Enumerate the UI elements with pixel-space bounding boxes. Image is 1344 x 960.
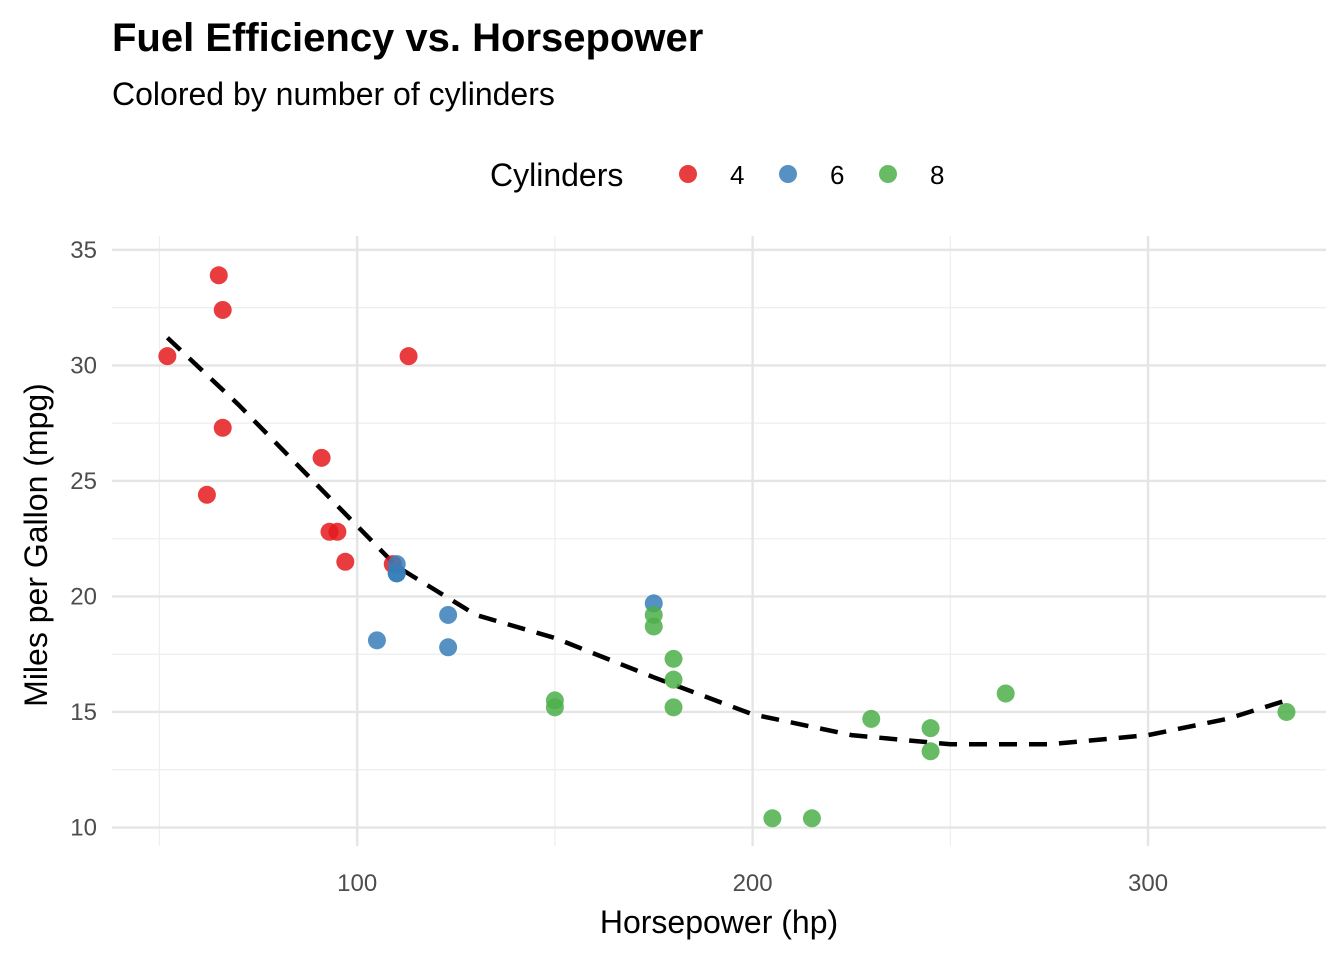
data-point-cyl-6	[367, 631, 386, 650]
y-axis-label: Miles per Gallon (mpg)	[18, 383, 54, 707]
trend-line	[165, 336, 1288, 747]
data-point-cyl-4	[312, 448, 331, 467]
data-point-cyl-4	[328, 522, 347, 541]
major-gridlines	[112, 236, 1326, 846]
x-axis-ticks: 100 200 300	[337, 870, 1168, 897]
x-tick-label: 300	[1128, 870, 1168, 897]
data-point-cyl-8	[921, 742, 940, 761]
legend-swatch-8	[879, 165, 897, 183]
data-point-cyl-4	[158, 347, 177, 366]
data-point-cyl-4	[213, 300, 232, 319]
x-tick-label: 200	[733, 870, 773, 897]
legend-label-6: 6	[830, 160, 844, 190]
y-tick-label: 30	[70, 352, 97, 379]
minor-gridlines	[112, 236, 1326, 846]
data-point-cyl-8	[802, 809, 821, 828]
data-point-cyl-8	[862, 709, 881, 728]
data-point-cyl-8	[664, 649, 683, 668]
data-point-cyl-4	[213, 418, 232, 437]
data-point-cyl-4	[197, 485, 216, 504]
legend-label-8: 8	[930, 160, 944, 190]
data-point-cyl-4	[336, 552, 355, 571]
data-point-cyl-8	[763, 809, 782, 828]
data-point-cyl-8	[996, 684, 1015, 703]
x-axis-label: Horsepower (hp)	[600, 904, 838, 940]
data-point-cyl-6	[439, 638, 458, 657]
chart-title: Fuel Efficiency vs. Horsepower	[112, 16, 703, 60]
data-point-cyl-8	[545, 698, 564, 717]
data-point-cyl-4	[399, 347, 418, 366]
y-tick-label: 10	[70, 815, 97, 842]
data-point-cyl-6	[387, 555, 406, 574]
data-point-cyl-8	[664, 670, 683, 689]
data-point-cyl-8	[921, 719, 940, 738]
y-tick-label: 15	[70, 699, 97, 726]
y-axis-ticks: 10 15 20 25 30 35	[70, 237, 97, 842]
legend-title: Cylinders	[490, 157, 623, 193]
y-tick-label: 25	[70, 468, 97, 495]
legend: Cylinders 4 6 8	[490, 157, 944, 193]
legend-swatch-4	[679, 165, 697, 183]
data-point-cyl-8	[1277, 702, 1296, 721]
legend-label-4: 4	[730, 160, 744, 190]
data-point-cyl-6	[439, 605, 458, 624]
data-point-cyl-8	[644, 605, 663, 624]
y-tick-label: 35	[70, 237, 97, 264]
y-tick-label: 20	[70, 583, 97, 610]
chart-subtitle: Colored by number of cylinders	[112, 76, 555, 112]
data-points	[158, 266, 1296, 828]
legend-swatch-6	[779, 165, 797, 183]
x-tick-label: 100	[337, 870, 377, 897]
data-point-cyl-4	[209, 266, 228, 285]
trend-line-layer	[165, 336, 1288, 747]
data-point-cyl-8	[664, 698, 683, 717]
